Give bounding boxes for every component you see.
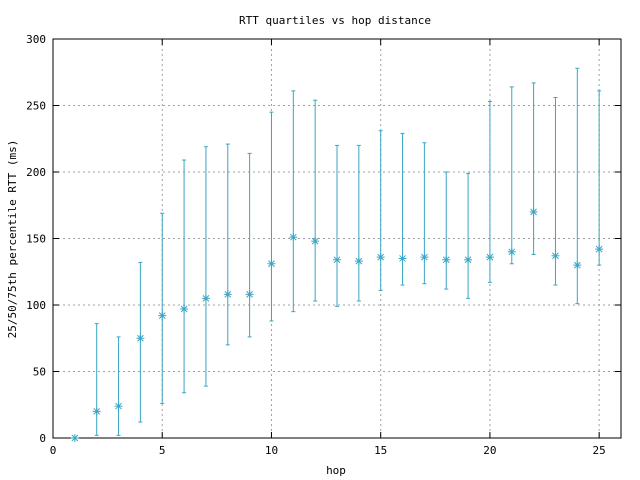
data-point-hop-8 (223, 143, 232, 346)
data-point-hop-11 (289, 90, 298, 313)
x-tick-label: 20 (483, 444, 496, 457)
data-point-hop-5 (158, 212, 167, 404)
data-point-hop-3 (114, 336, 123, 436)
data-point-hop-9 (245, 152, 254, 338)
x-axis-label: hop (326, 464, 346, 477)
data-point-hop-10 (267, 111, 276, 322)
median-marker (508, 248, 516, 256)
median-marker (246, 291, 253, 298)
chart-title: RTT quartiles vs hop distance (239, 14, 431, 27)
median-marker (268, 260, 275, 268)
median-marker (421, 253, 428, 261)
median-marker (71, 434, 79, 442)
y-tick-label: 250 (26, 100, 46, 113)
data-point-hop-17 (420, 142, 429, 285)
data-point-hop-25 (595, 90, 604, 266)
median-marker (158, 312, 166, 319)
data-point-hop-4 (136, 261, 145, 423)
data-point-hop-24 (573, 67, 582, 305)
data-point-hop-15 (376, 130, 385, 291)
x-tick-label: 15 (374, 444, 387, 457)
median-marker (486, 253, 494, 261)
y-axis-label: 25/50/75th percentile RTT (ms) (6, 140, 19, 339)
y-tick-label: 50 (33, 366, 46, 379)
y-tick-label: 0 (39, 432, 46, 445)
median-marker (115, 402, 122, 410)
data-point-hop-1 (70, 434, 79, 442)
data-point-hop-20 (485, 101, 494, 283)
data-point-hop-22 (529, 82, 538, 255)
x-tick-label: 0 (50, 444, 57, 457)
median-marker (224, 291, 232, 298)
median-marker (311, 237, 319, 245)
median-marker (137, 334, 144, 342)
x-tick-label: 10 (265, 444, 278, 457)
median-marker (333, 256, 341, 264)
data-point-hop-19 (464, 172, 473, 299)
median-marker (464, 256, 472, 264)
median-marker (595, 245, 603, 253)
median-marker (202, 294, 210, 302)
y-tick-label: 300 (26, 33, 46, 46)
median-marker (289, 233, 297, 241)
x-tick-label: 5 (159, 444, 166, 457)
plot-frame (52, 38, 622, 439)
median-marker (530, 208, 537, 216)
data-point-hop-6 (180, 159, 189, 394)
axes (52, 38, 622, 439)
data-point-hop-16 (398, 132, 407, 286)
data-point-hop-2 (92, 323, 101, 436)
y-tick-label: 150 (26, 233, 46, 246)
y-tick-label: 200 (26, 166, 46, 179)
data-point-hop-21 (507, 86, 516, 265)
median-marker (442, 256, 450, 264)
y-tick-label: 100 (26, 299, 46, 312)
median-marker (552, 252, 559, 260)
x-tick-label: 25 (593, 444, 606, 457)
data-point-hop-23 (551, 97, 560, 286)
data-point-hop-14 (354, 144, 363, 302)
data-point-hop-13 (333, 144, 341, 307)
median-marker (377, 253, 385, 261)
median-marker (355, 257, 363, 265)
median-marker (93, 408, 101, 415)
tick-labels: 0 50 100 150 200 250 300 0 5 10 15 20 25 (26, 33, 606, 457)
median-marker (399, 255, 406, 262)
data-marks (70, 67, 604, 442)
median-marker (573, 261, 581, 269)
median-marker (180, 305, 188, 313)
data-point-hop-12 (311, 99, 320, 302)
data-point-hop-18 (442, 171, 451, 290)
data-point-hop-7 (201, 146, 210, 387)
